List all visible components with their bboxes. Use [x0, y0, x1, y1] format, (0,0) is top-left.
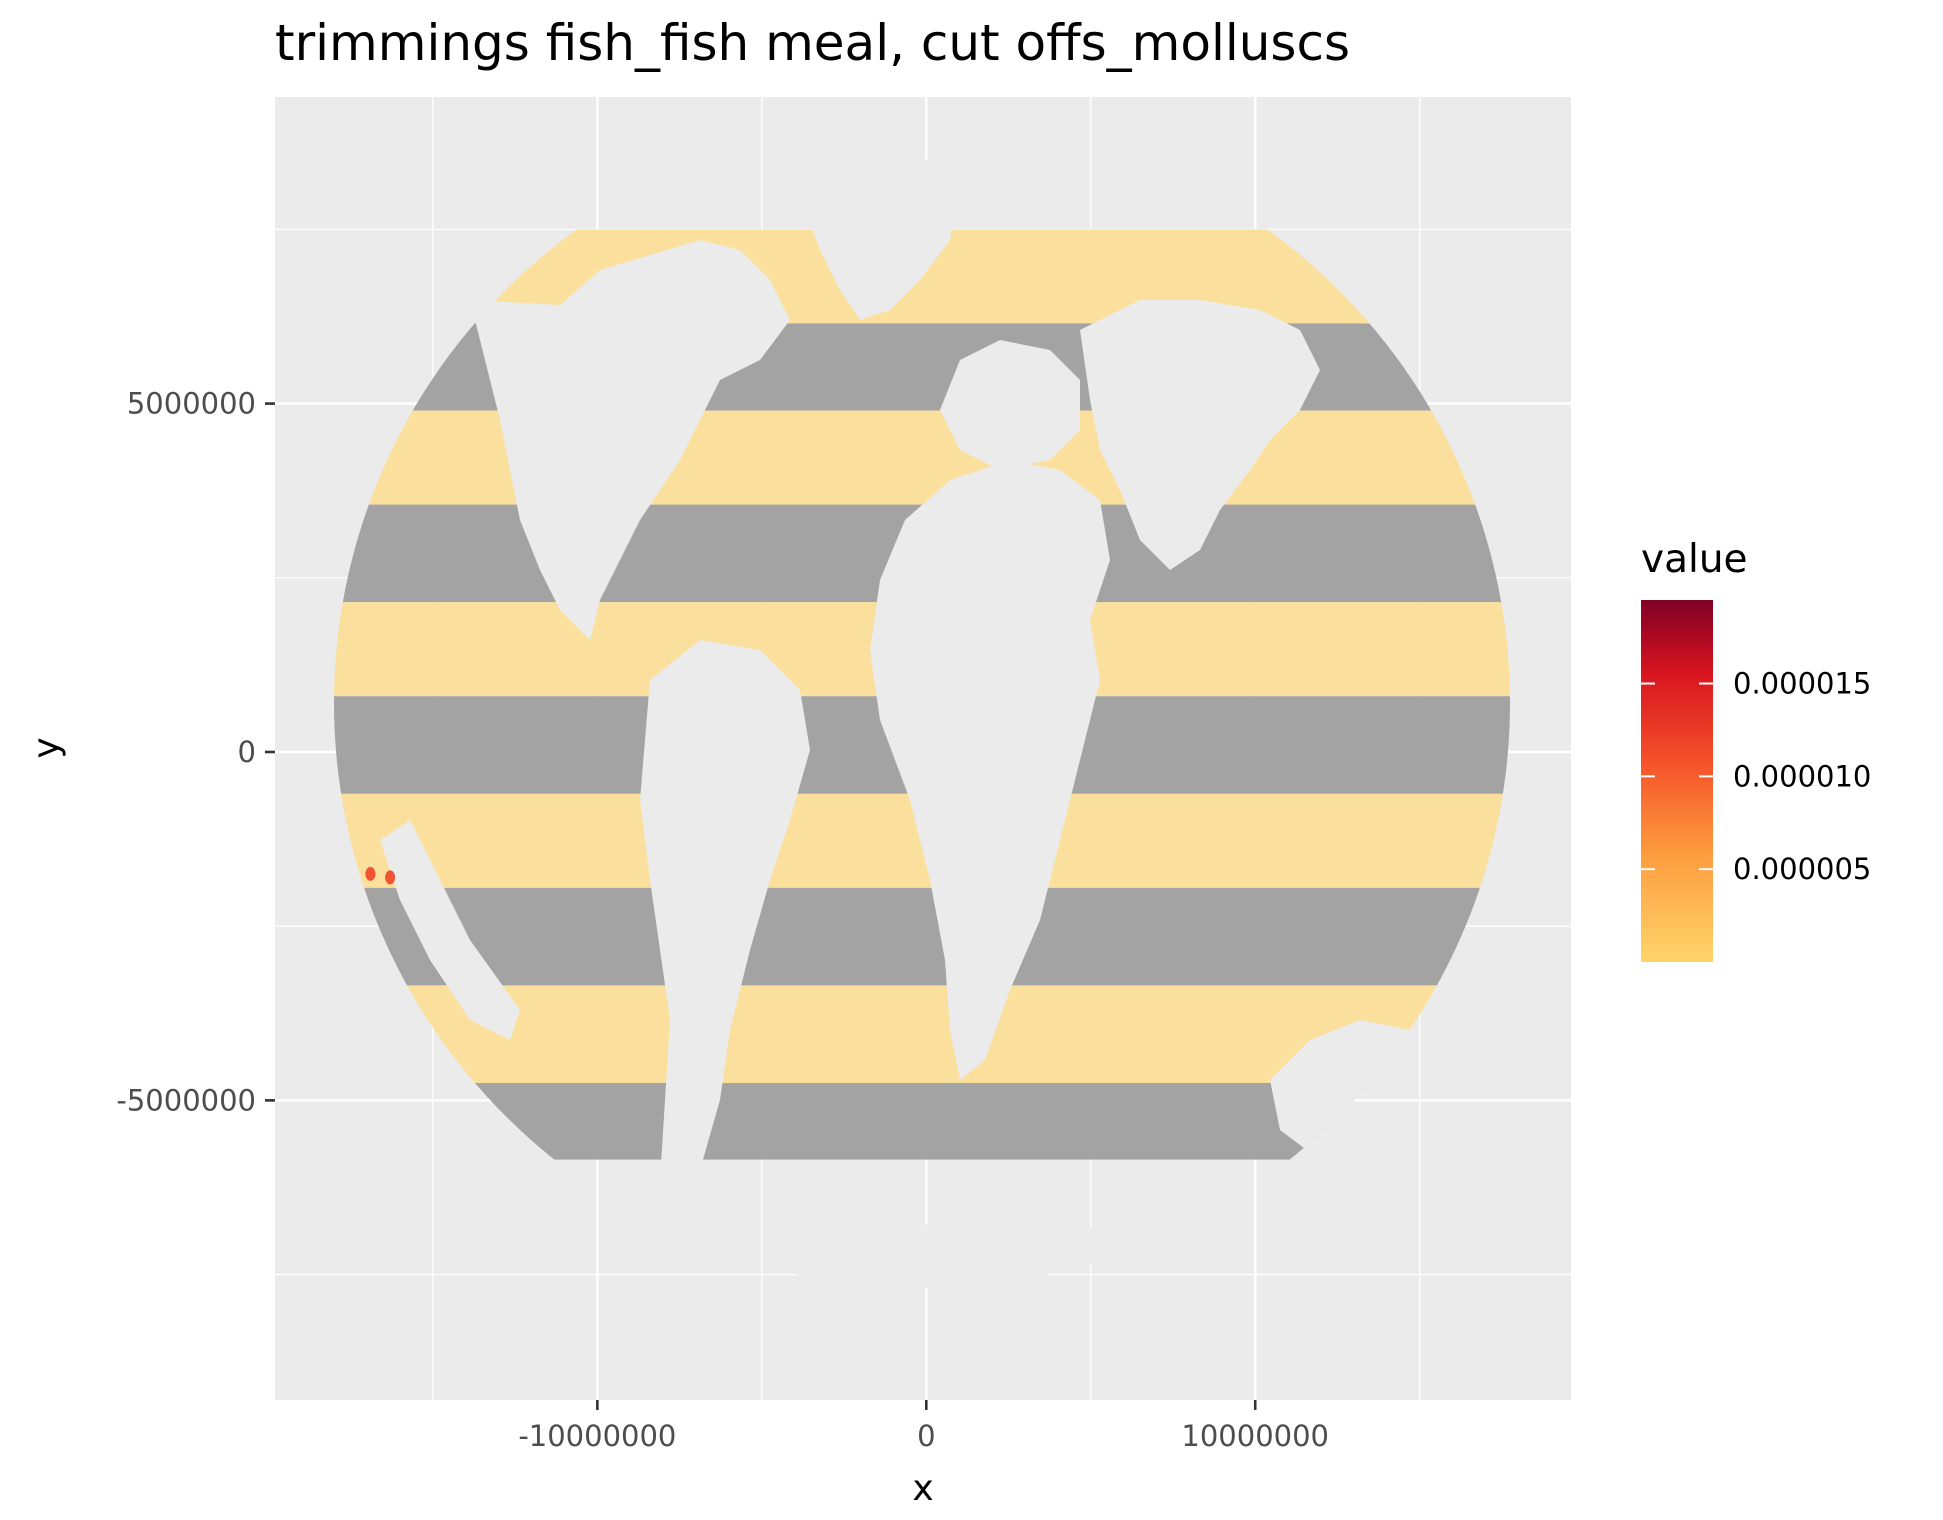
latitude-band: [334, 410, 1510, 505]
land-greenland: [800, 150, 960, 320]
land-europe: [940, 340, 1080, 470]
legend-breaks: 0.000005 0.000010 0.000015: [1641, 667, 1871, 886]
latitude-band: [334, 323, 1510, 411]
latitude-band: [334, 887, 1510, 986]
hotspot-cell: [365, 866, 376, 881]
x-tick-label: 10000000: [1181, 1419, 1329, 1453]
land-asia: [1080, 300, 1320, 570]
x-axis-ticks: -10000000 0 10000000: [518, 1400, 1329, 1453]
y-tick-label: 5000000: [127, 387, 256, 421]
globe-projection: [334, 150, 1510, 1288]
y-axis-ticks: 5000000 0 -5000000: [116, 387, 275, 1117]
y-tick-label: -5000000: [116, 1083, 256, 1117]
y-tick-label: 0: [238, 735, 256, 769]
legend-break-label: 0.000010: [1733, 759, 1871, 793]
plot-title: trimmings fish_fish meal, cut offs_mollu…: [275, 14, 1350, 72]
legend-colorbar: [1641, 600, 1713, 962]
land-south-america: [640, 640, 810, 1210]
land-north-america: [470, 240, 790, 640]
color-legend: value 0.000005 0.000010 0.000015: [1641, 537, 1871, 962]
legend-break-label: 0.000005: [1733, 852, 1871, 886]
land-masses: [380, 150, 1450, 1288]
x-tick-label: -10000000: [518, 1419, 676, 1453]
x-axis-title: x: [912, 1468, 933, 1509]
legend-break-label: 0.000015: [1733, 667, 1871, 701]
y-axis-title: y: [26, 737, 67, 758]
land-europe-africa: [870, 460, 1110, 1080]
land-pacific-islands: [380, 820, 520, 1040]
x-tick-label: 0: [917, 1419, 935, 1453]
value-hotspots: [365, 866, 396, 885]
hotspot-cell: [385, 870, 396, 885]
legend-title: value: [1641, 537, 1748, 582]
